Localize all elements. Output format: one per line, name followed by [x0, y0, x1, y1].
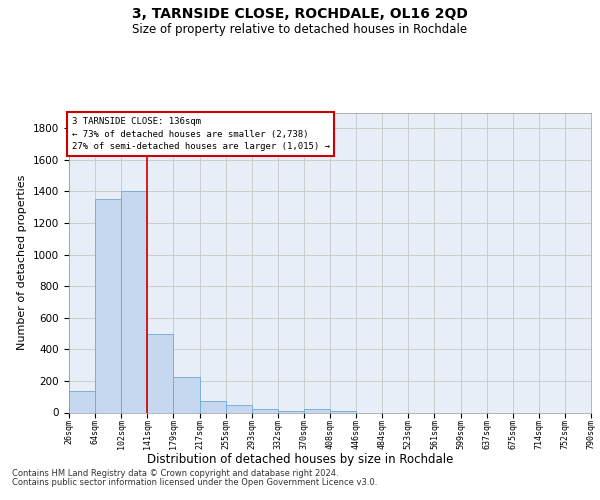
Text: Contains HM Land Registry data © Crown copyright and database right 2024.: Contains HM Land Registry data © Crown c…: [12, 469, 338, 478]
Text: 3, TARNSIDE CLOSE, ROCHDALE, OL16 2QD: 3, TARNSIDE CLOSE, ROCHDALE, OL16 2QD: [132, 8, 468, 22]
Bar: [330, 411, 356, 412]
Bar: [173, 377, 199, 412]
Bar: [69, 391, 95, 412]
Bar: [148, 334, 173, 412]
Bar: [199, 400, 226, 412]
Bar: [95, 200, 121, 412]
Bar: [304, 410, 330, 412]
Y-axis label: Number of detached properties: Number of detached properties: [17, 175, 28, 350]
Bar: [252, 408, 278, 412]
Text: Distribution of detached houses by size in Rochdale: Distribution of detached houses by size …: [147, 452, 453, 466]
Text: Contains public sector information licensed under the Open Government Licence v3: Contains public sector information licen…: [12, 478, 377, 487]
Bar: [121, 192, 148, 412]
Bar: [226, 406, 252, 412]
Text: Size of property relative to detached houses in Rochdale: Size of property relative to detached ho…: [133, 22, 467, 36]
Text: 3 TARNSIDE CLOSE: 136sqm
← 73% of detached houses are smaller (2,738)
27% of sem: 3 TARNSIDE CLOSE: 136sqm ← 73% of detach…: [71, 117, 329, 151]
Bar: [278, 411, 304, 412]
